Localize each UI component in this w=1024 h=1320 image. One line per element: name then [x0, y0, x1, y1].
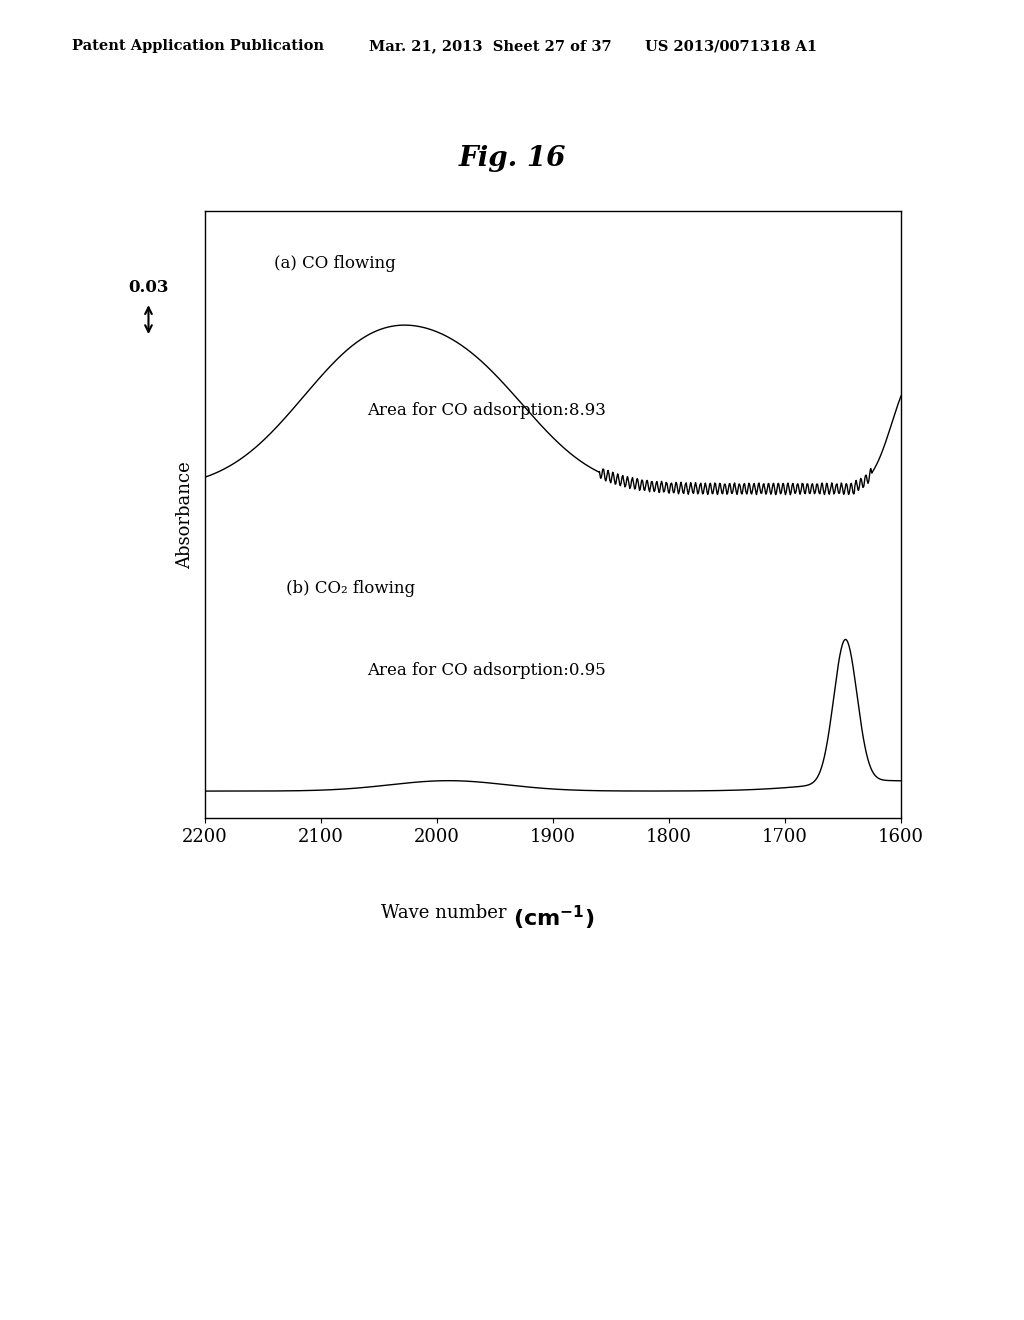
Text: $\mathbf{(cm^{-1})}$: $\mathbf{(cm^{-1})}$ [513, 904, 595, 932]
Y-axis label: Absorbance: Absorbance [176, 461, 194, 569]
Text: Mar. 21, 2013  Sheet 27 of 37: Mar. 21, 2013 Sheet 27 of 37 [369, 40, 611, 53]
Text: (b) CO₂ flowing: (b) CO₂ flowing [286, 579, 415, 597]
Text: Area for CO adsorption:0.95: Area for CO adsorption:0.95 [368, 663, 606, 680]
Text: Area for CO adsorption:8.93: Area for CO adsorption:8.93 [368, 403, 606, 418]
Text: Patent Application Publication: Patent Application Publication [72, 40, 324, 53]
Text: Wave number: Wave number [381, 904, 512, 923]
Text: (a) CO flowing: (a) CO flowing [274, 255, 396, 272]
Text: US 2013/0071318 A1: US 2013/0071318 A1 [645, 40, 817, 53]
Text: 0.03: 0.03 [128, 279, 169, 296]
Text: Fig. 16: Fig. 16 [459, 145, 565, 172]
